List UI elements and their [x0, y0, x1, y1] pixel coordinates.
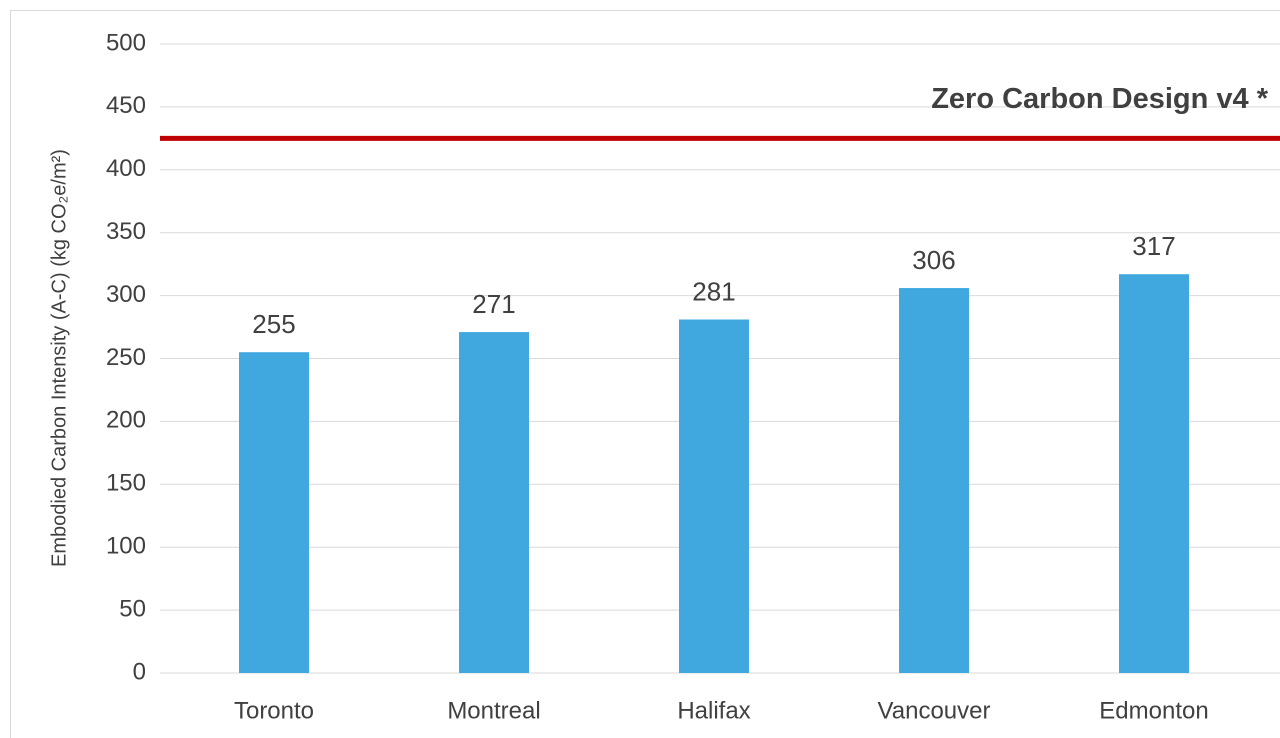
y-tick-label: 400: [106, 155, 146, 182]
data-label: 306: [912, 245, 955, 275]
x-tick-label: Montreal: [447, 697, 540, 724]
chart-frame: [10, 10, 1280, 738]
y-tick-label: 500: [106, 29, 146, 56]
y-tick-label: 200: [106, 407, 146, 434]
data-label: 255: [252, 309, 295, 339]
y-tick-label: 300: [106, 281, 146, 308]
y-tick-label: 0: [133, 658, 146, 685]
bar: [459, 332, 529, 673]
y-tick-label: 250: [106, 344, 146, 371]
y-axis-label: Embodied Carbon Intensity (A-C) (kg CO₂e…: [48, 149, 70, 567]
x-tick-label: Edmonton: [1099, 697, 1208, 724]
x-tick-label: Halifax: [677, 697, 750, 724]
reference-label: Zero Carbon Design v4 *: [931, 83, 1269, 115]
bar: [239, 352, 309, 673]
x-tick-label: Vancouver: [878, 697, 991, 724]
y-tick-label: 50: [119, 595, 146, 622]
x-tick-label: Toronto: [234, 697, 314, 724]
y-tick-label: 150: [106, 470, 146, 497]
y-tick-label: 100: [106, 533, 146, 560]
bar: [899, 288, 969, 673]
data-label: 271: [472, 289, 515, 319]
y-tick-label: 350: [106, 218, 146, 245]
y-tick-label: 450: [106, 92, 146, 119]
bar: [1119, 274, 1189, 673]
bar: [679, 319, 749, 673]
data-label: 317: [1132, 231, 1175, 261]
data-label: 281: [692, 276, 735, 306]
